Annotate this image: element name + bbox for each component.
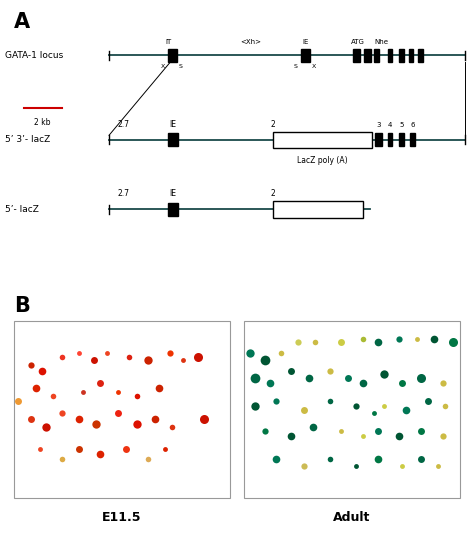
Text: X: X xyxy=(161,64,164,69)
Text: 5: 5 xyxy=(399,121,404,127)
Text: Nhe: Nhe xyxy=(374,39,389,45)
Text: LacZ poly (A): LacZ poly (A) xyxy=(297,156,347,165)
Bar xyxy=(273,201,363,217)
Bar xyxy=(409,49,413,61)
Text: 5’ 3’- lacZ: 5’ 3’- lacZ xyxy=(5,135,50,144)
Text: 5’- lacZ: 5’- lacZ xyxy=(5,205,38,214)
Text: 6: 6 xyxy=(410,121,415,127)
Bar xyxy=(14,321,230,498)
Bar xyxy=(418,49,423,61)
Bar xyxy=(364,49,371,61)
Text: IE: IE xyxy=(170,189,176,198)
Bar xyxy=(301,49,310,61)
Bar xyxy=(399,49,404,61)
Text: 2.7: 2.7 xyxy=(117,120,129,128)
Text: A: A xyxy=(14,12,30,32)
Bar xyxy=(168,133,178,146)
Bar xyxy=(388,133,392,146)
Text: Adult: Adult xyxy=(333,511,371,524)
Text: B: B xyxy=(14,296,30,316)
Text: S: S xyxy=(178,64,182,69)
Text: IE: IE xyxy=(302,39,309,45)
Bar xyxy=(374,49,379,61)
Text: ATG: ATG xyxy=(351,39,365,45)
Bar xyxy=(375,133,382,146)
Bar xyxy=(168,49,177,61)
Text: IE: IE xyxy=(170,120,176,128)
Text: IT: IT xyxy=(165,39,172,45)
Text: E11.5: E11.5 xyxy=(102,511,142,524)
Bar xyxy=(168,203,178,216)
Text: 2: 2 xyxy=(270,120,275,128)
Bar xyxy=(410,133,415,146)
Text: GATA-1 locus: GATA-1 locus xyxy=(5,51,63,60)
Text: 2.7: 2.7 xyxy=(117,189,129,198)
Text: X: X xyxy=(312,64,316,69)
Bar xyxy=(244,321,460,498)
Bar xyxy=(399,133,404,146)
Text: 4: 4 xyxy=(388,121,392,127)
Text: <Xh>: <Xh> xyxy=(241,39,262,45)
Text: 2: 2 xyxy=(270,189,275,198)
Text: S: S xyxy=(293,64,297,69)
Text: 2 kb: 2 kb xyxy=(35,118,51,127)
Text: 3: 3 xyxy=(376,121,381,127)
Bar xyxy=(273,132,372,148)
Bar xyxy=(353,49,360,61)
Bar xyxy=(388,49,392,61)
